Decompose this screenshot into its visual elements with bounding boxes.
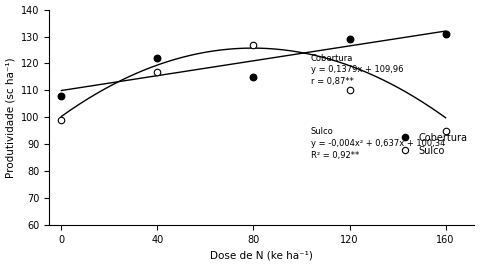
- Point: [250, 43, 257, 47]
- Point: [346, 37, 353, 41]
- Point: [442, 32, 449, 36]
- Text: Sulco
y = -0,004x² + 0,637x + 100,34
R² = 0,92**: Sulco y = -0,004x² + 0,637x + 100,34 R² …: [311, 127, 445, 160]
- Point: [58, 118, 65, 122]
- Point: [442, 129, 449, 133]
- Y-axis label: Produtividade (sc ha⁻¹): Produtividade (sc ha⁻¹): [6, 57, 15, 178]
- Legend: Cobertura, Sulco: Cobertura, Sulco: [395, 133, 468, 156]
- X-axis label: Dose de N (ke ha⁻¹): Dose de N (ke ha⁻¹): [210, 251, 313, 260]
- Point: [154, 69, 161, 74]
- Text: Cobertura
y = 0,1379x + 109,96
r = 0,87**: Cobertura y = 0,1379x + 109,96 r = 0,87*…: [311, 54, 403, 86]
- Point: [250, 75, 257, 79]
- Point: [346, 88, 353, 93]
- Point: [58, 94, 65, 98]
- Point: [154, 56, 161, 60]
